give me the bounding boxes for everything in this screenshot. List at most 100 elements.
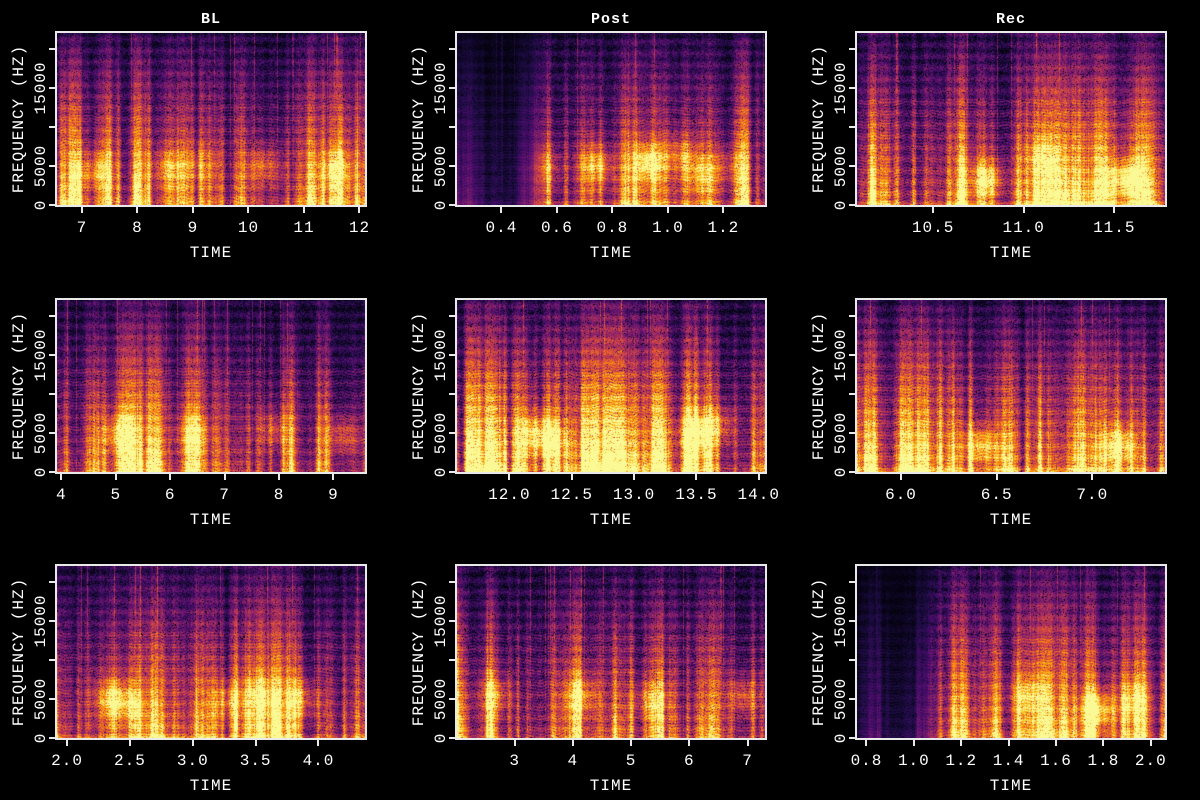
x-tick-mark <box>912 740 915 747</box>
x-tick-mark <box>1149 740 1152 747</box>
x-tick-mark <box>1055 740 1057 747</box>
x-tick-mark <box>900 473 902 480</box>
x-tick-mark <box>688 740 691 747</box>
y-tick-label: 15000 <box>32 61 50 115</box>
x-tick-label: 14.0 <box>737 485 780 504</box>
y-tick-mark <box>849 204 855 206</box>
y-tick-mark <box>449 392 455 395</box>
x-tick-label: 4 <box>56 485 67 504</box>
y-tick-mark <box>449 431 455 434</box>
x-tick-label: 7 <box>742 752 753 771</box>
y-tick-mark <box>849 431 855 434</box>
y-tick-label: 0 <box>432 466 450 477</box>
y-tick-mark <box>849 620 855 623</box>
y-axis-label: FREQUENCY (HZ) <box>810 311 828 460</box>
x-tick-label: 3.5 <box>239 752 272 771</box>
x-tick-mark <box>960 740 963 747</box>
x-tick-label: 1.2 <box>945 752 978 771</box>
panel-title: Post <box>590 11 632 28</box>
y-tick-mark <box>849 164 855 167</box>
x-tick-label: 1.2 <box>707 219 740 237</box>
x-tick-label: 7 <box>219 485 230 504</box>
x-tick-mark <box>722 207 725 213</box>
x-tick-label: 1.4 <box>992 752 1025 771</box>
y-tick-mark <box>449 204 455 206</box>
y-axis-label: FREQUENCY (HZ) <box>10 311 28 460</box>
panel-title: Rec <box>995 11 1027 28</box>
spectrogram-panel-bl-1: BL FREQUENCY (HZ) TIME 7 8 9 10 11 12 0 5000 150… <box>0 0 400 267</box>
x-tick-label: 13.5 <box>675 485 718 504</box>
spectrogram-panel-rec-1: Rec FREQUENCY (HZ) TIME 10.5 11.0 11.5 0 500… <box>800 0 1200 267</box>
x-tick-label: 9 <box>328 485 339 504</box>
y-tick-mark <box>849 470 855 473</box>
y-tick-mark <box>449 47 455 50</box>
x-tick-label: 1.0 <box>651 219 684 237</box>
y-tick-label: 0 <box>32 733 50 744</box>
y-tick-label: 5000 <box>832 411 850 454</box>
x-tick-mark <box>666 207 669 213</box>
x-tick-mark <box>317 740 320 747</box>
spectrogram-image <box>857 299 1165 472</box>
x-tick-label: 6 <box>683 752 695 771</box>
x-tick-label: 8 <box>132 219 143 237</box>
x-tick-mark <box>1102 740 1105 747</box>
y-tick-mark <box>449 620 455 623</box>
x-tick-mark <box>995 473 998 480</box>
x-tick-mark <box>254 740 257 747</box>
x-tick-mark <box>278 473 281 480</box>
x-tick-mark <box>630 740 633 747</box>
y-tick-label: 5000 <box>32 411 50 454</box>
y-tick-mark <box>849 47 855 50</box>
y-tick-mark <box>449 581 455 584</box>
x-tick-label: 5 <box>625 752 637 771</box>
y-tick-mark <box>849 737 855 740</box>
x-tick-mark <box>571 740 574 747</box>
x-tick-mark <box>191 740 194 747</box>
y-axis-label: FREQUENCY (HZ) <box>810 44 828 194</box>
x-tick-mark <box>1091 473 1094 480</box>
spectrogram-image <box>57 566 365 739</box>
x-tick-label: 1.8 <box>1087 752 1120 771</box>
x-tick-label: 6.5 <box>980 485 1013 504</box>
x-tick-label: 7 <box>76 219 88 237</box>
y-tick-mark <box>449 659 455 662</box>
y-tick-label: 0 <box>832 733 850 744</box>
x-tick-label: 0.8 <box>850 752 883 771</box>
y-tick-label: 0 <box>32 199 50 211</box>
x-tick-label: 1.6 <box>1040 752 1072 771</box>
x-tick-mark <box>80 207 83 213</box>
x-tick-label: 2.0 <box>1134 752 1167 771</box>
y-tick-label: 15000 <box>832 61 850 115</box>
spectrogram-image <box>457 33 765 205</box>
x-tick-label: 10.5 <box>911 219 955 237</box>
y-tick-mark <box>449 314 455 317</box>
spectrogram-image <box>57 299 365 472</box>
y-axis-label: FREQUENCY (HZ) <box>810 578 828 727</box>
spectrogram-panel-bl-2: FREQUENCY (HZ) TIME 4 5 6 7 8 9 0 5000 15000 <box>0 267 400 534</box>
x-tick-label: 0.8 <box>596 219 629 237</box>
y-tick-mark <box>49 698 55 701</box>
y-tick-label: 5000 <box>32 678 50 721</box>
x-tick-mark <box>1113 207 1116 213</box>
x-tick-label: 13.0 <box>612 485 656 504</box>
x-tick-label: 12.0 <box>488 485 531 504</box>
y-tick-mark <box>49 659 55 662</box>
y-tick-label: 5000 <box>432 678 450 721</box>
x-tick-label: 11 <box>293 219 315 237</box>
x-axis-label: TIME <box>989 777 1033 796</box>
y-tick-label: 15000 <box>832 594 850 648</box>
x-tick-mark <box>555 207 558 213</box>
y-tick-mark <box>49 737 55 740</box>
x-tick-mark <box>169 473 172 480</box>
y-tick-mark <box>849 353 855 356</box>
y-tick-mark <box>849 581 855 584</box>
y-tick-label: 15000 <box>32 594 50 648</box>
x-axis-label: TIME <box>589 777 633 796</box>
spectrogram-image <box>457 299 765 472</box>
y-tick-mark <box>449 698 455 701</box>
x-axis-label: TIME <box>589 244 633 262</box>
x-tick-mark <box>114 473 117 480</box>
y-tick-mark <box>449 737 455 740</box>
spectrogram-image <box>457 566 765 739</box>
